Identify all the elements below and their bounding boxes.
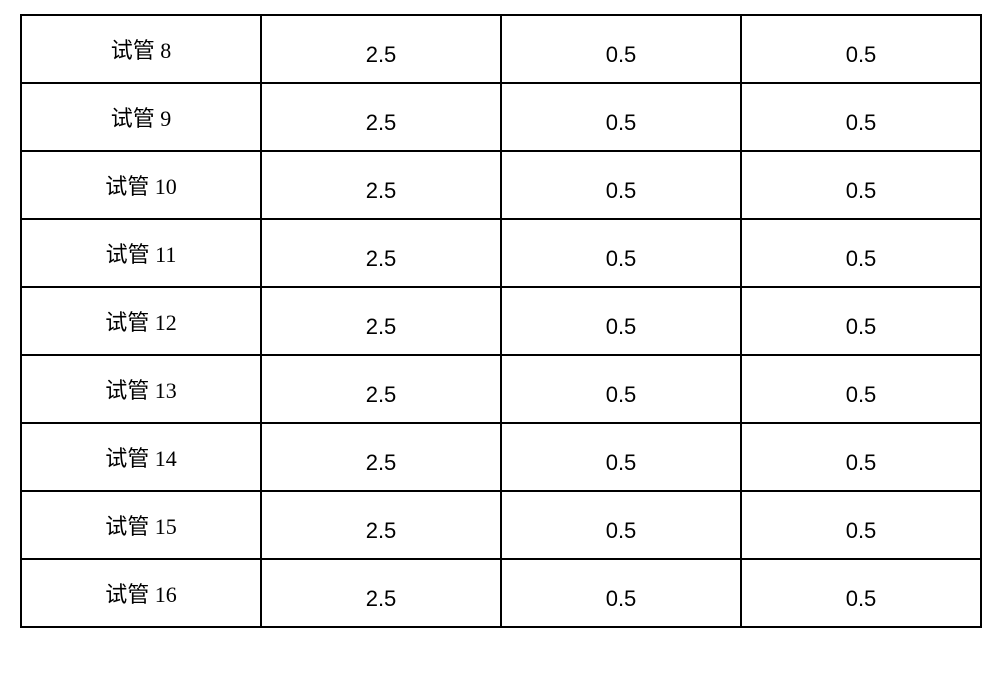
value-text: 0.5 [606,506,637,544]
row-value-1: 2.5 [261,83,501,151]
value-text: 2.5 [366,30,397,68]
table-row: 试管 16 2.5 0.5 0.5 [21,559,981,627]
row-label: 试管 13 [21,355,261,423]
row-value-2: 0.5 [501,83,741,151]
value-text: 2.5 [366,370,397,408]
row-value-1: 2.5 [261,355,501,423]
table-row: 试管 8 2.5 0.5 0.5 [21,15,981,83]
table-row: 试管 14 2.5 0.5 0.5 [21,423,981,491]
row-value-3: 0.5 [741,151,981,219]
table-row: 试管 10 2.5 0.5 0.5 [21,151,981,219]
row-label: 试管 14 [21,423,261,491]
value-text: 0.5 [846,506,877,544]
value-text: 0.5 [846,98,877,136]
row-value-2: 0.5 [501,355,741,423]
value-text: 0.5 [846,30,877,68]
value-text: 2.5 [366,166,397,204]
table-row: 试管 12 2.5 0.5 0.5 [21,287,981,355]
value-text: 0.5 [846,302,877,340]
row-value-2: 0.5 [501,15,741,83]
value-text: 0.5 [846,438,877,476]
page: 试管 8 2.5 0.5 0.5 试管 9 2.5 0.5 0.5 试管 10 … [0,0,1000,683]
row-value-2: 0.5 [501,559,741,627]
row-value-1: 2.5 [261,219,501,287]
value-text: 2.5 [366,302,397,340]
row-value-2: 0.5 [501,491,741,559]
value-text: 2.5 [366,98,397,136]
row-value-2: 0.5 [501,219,741,287]
value-text: 0.5 [606,370,637,408]
value-text: 0.5 [606,438,637,476]
table-row: 试管 15 2.5 0.5 0.5 [21,491,981,559]
row-value-3: 0.5 [741,83,981,151]
row-value-1: 2.5 [261,491,501,559]
value-text: 0.5 [846,234,877,272]
value-text: 2.5 [366,506,397,544]
value-text: 0.5 [846,370,877,408]
row-value-3: 0.5 [741,559,981,627]
row-value-1: 2.5 [261,15,501,83]
row-value-2: 0.5 [501,151,741,219]
row-value-3: 0.5 [741,287,981,355]
row-value-2: 0.5 [501,287,741,355]
value-text: 2.5 [366,574,397,612]
table-row: 试管 13 2.5 0.5 0.5 [21,355,981,423]
table-body: 试管 8 2.5 0.5 0.5 试管 9 2.5 0.5 0.5 试管 10 … [21,15,981,627]
row-label: 试管 15 [21,491,261,559]
value-text: 0.5 [606,166,637,204]
value-text: 0.5 [606,302,637,340]
row-value-1: 2.5 [261,287,501,355]
data-table: 试管 8 2.5 0.5 0.5 试管 9 2.5 0.5 0.5 试管 10 … [20,14,982,628]
row-value-3: 0.5 [741,423,981,491]
value-text: 0.5 [606,30,637,68]
table-row: 试管 11 2.5 0.5 0.5 [21,219,981,287]
value-text: 2.5 [366,234,397,272]
row-label: 试管 16 [21,559,261,627]
row-label: 试管 11 [21,219,261,287]
row-value-3: 0.5 [741,491,981,559]
row-value-1: 2.5 [261,423,501,491]
value-text: 0.5 [846,574,877,612]
row-label: 试管 12 [21,287,261,355]
value-text: 0.5 [606,234,637,272]
table-row: 试管 9 2.5 0.5 0.5 [21,83,981,151]
row-value-1: 2.5 [261,151,501,219]
row-label: 试管 10 [21,151,261,219]
row-label: 试管 8 [21,15,261,83]
row-value-3: 0.5 [741,219,981,287]
row-value-3: 0.5 [741,15,981,83]
row-label: 试管 9 [21,83,261,151]
value-text: 0.5 [606,98,637,136]
value-text: 0.5 [606,574,637,612]
value-text: 0.5 [846,166,877,204]
row-value-2: 0.5 [501,423,741,491]
row-value-3: 0.5 [741,355,981,423]
row-value-1: 2.5 [261,559,501,627]
value-text: 2.5 [366,438,397,476]
